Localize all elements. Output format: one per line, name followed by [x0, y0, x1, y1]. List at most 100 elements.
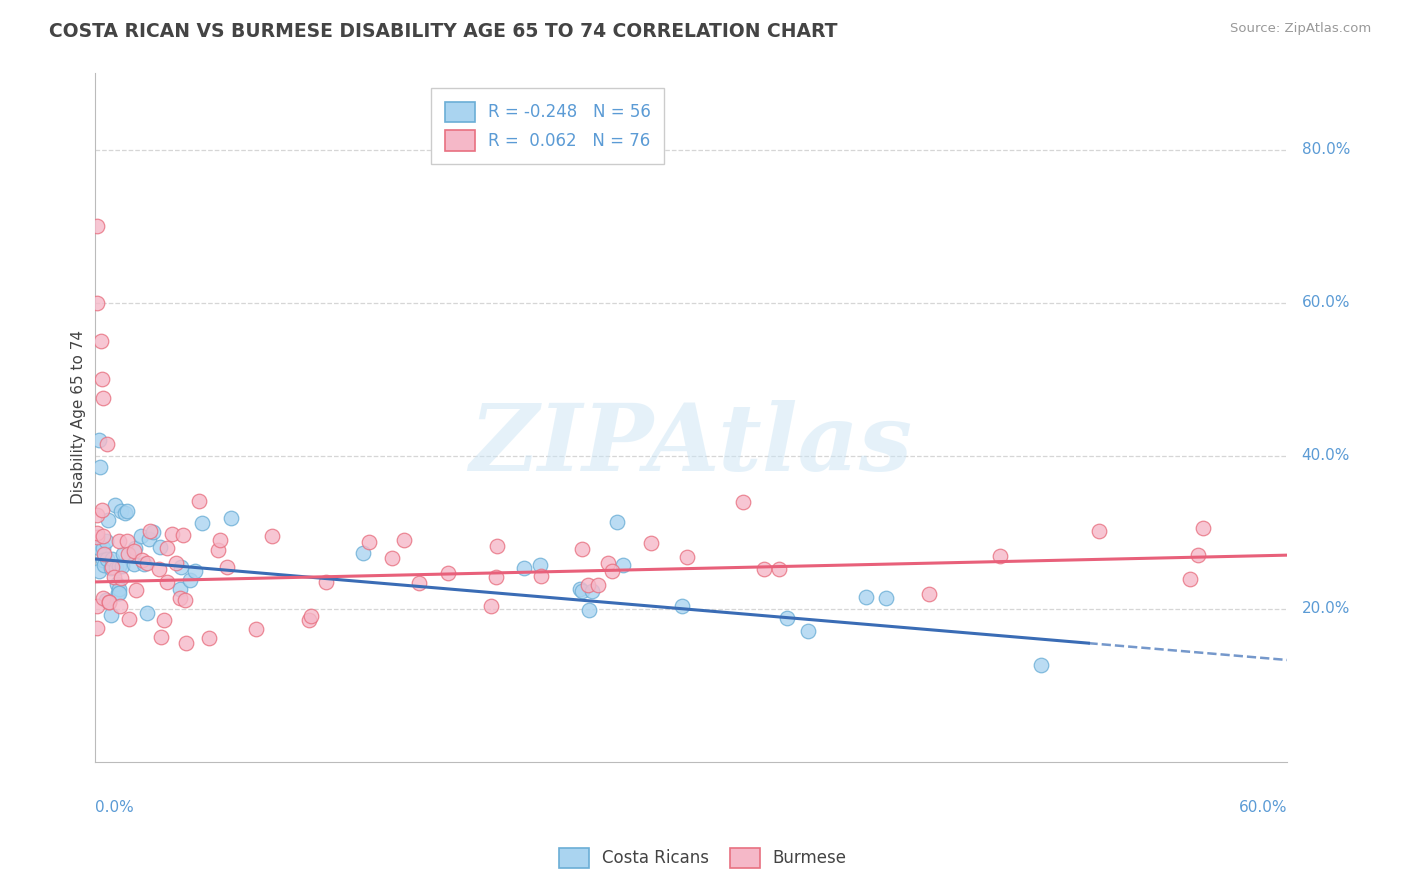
- Point: [775, 610, 797, 624]
- Point: [86, 621, 108, 635]
- Point: [90, 503, 112, 517]
- Point: [1088, 524, 1111, 539]
- Point: [87, 434, 110, 448]
- Text: ZIPAtlas: ZIPAtlas: [470, 400, 912, 490]
- Point: [111, 558, 134, 573]
- Point: [612, 558, 634, 573]
- Point: [91, 541, 114, 555]
- Point: [381, 551, 404, 566]
- Point: [150, 630, 173, 644]
- Point: [100, 607, 122, 622]
- Point: [568, 582, 591, 596]
- Text: 60.0%: 60.0%: [1239, 799, 1288, 814]
- Point: [110, 504, 132, 518]
- Point: [581, 584, 603, 599]
- Point: [1191, 521, 1213, 535]
- Point: [169, 591, 191, 606]
- Point: [1029, 657, 1052, 672]
- Point: [671, 599, 693, 614]
- Point: [139, 524, 162, 539]
- Point: [131, 553, 153, 567]
- Point: [87, 565, 110, 579]
- Point: [135, 556, 157, 570]
- Point: [479, 599, 502, 613]
- Point: [90, 334, 112, 348]
- Point: [169, 560, 191, 574]
- Point: [217, 559, 239, 574]
- Point: [209, 533, 232, 547]
- Point: [91, 553, 114, 567]
- Point: [108, 533, 131, 548]
- Point: [94, 592, 117, 607]
- Point: [191, 516, 214, 530]
- Point: [117, 547, 139, 561]
- Point: [86, 219, 108, 233]
- Point: [1187, 548, 1209, 562]
- Point: [172, 528, 194, 542]
- Point: [96, 552, 118, 566]
- Point: [104, 498, 127, 512]
- Point: [855, 590, 877, 604]
- Point: [149, 540, 172, 554]
- Point: [86, 295, 108, 310]
- Point: [125, 582, 148, 597]
- Point: [86, 508, 108, 523]
- Point: [752, 562, 775, 576]
- Point: [437, 566, 460, 581]
- Point: [100, 552, 122, 566]
- Point: [110, 571, 132, 585]
- Point: [394, 533, 416, 548]
- Point: [101, 560, 124, 574]
- Point: [122, 543, 145, 558]
- Point: [105, 577, 128, 591]
- Point: [124, 541, 146, 555]
- Point: [105, 561, 128, 575]
- Point: [94, 533, 117, 548]
- Point: [107, 586, 129, 600]
- Point: [529, 558, 551, 573]
- Point: [207, 543, 229, 558]
- Point: [188, 494, 211, 508]
- Point: [108, 586, 131, 600]
- Point: [513, 561, 536, 575]
- Point: [169, 582, 191, 597]
- Y-axis label: Disability Age 65 to 74: Disability Age 65 to 74: [72, 330, 86, 504]
- Point: [93, 547, 115, 561]
- Point: [115, 533, 138, 548]
- Point: [174, 636, 197, 650]
- Point: [98, 595, 121, 609]
- Point: [156, 574, 179, 589]
- Point: [571, 541, 593, 556]
- Legend: Costa Ricans, Burmese: Costa Ricans, Burmese: [553, 841, 853, 875]
- Point: [87, 540, 110, 554]
- Point: [97, 512, 120, 526]
- Point: [918, 587, 941, 601]
- Text: 0.0%: 0.0%: [94, 799, 134, 814]
- Point: [156, 541, 179, 555]
- Point: [122, 558, 145, 572]
- Point: [118, 612, 141, 626]
- Point: [408, 576, 430, 591]
- Point: [173, 593, 195, 607]
- Point: [91, 529, 114, 543]
- Point: [103, 570, 125, 584]
- Point: [875, 591, 897, 605]
- Point: [576, 577, 599, 591]
- Point: [184, 564, 207, 578]
- Point: [179, 573, 201, 587]
- Point: [352, 546, 374, 560]
- Point: [571, 584, 593, 599]
- Point: [111, 547, 134, 561]
- Point: [96, 437, 118, 451]
- Point: [600, 564, 623, 578]
- Text: 20.0%: 20.0%: [1302, 601, 1350, 616]
- Legend: R = -0.248   N = 56, R =  0.062   N = 76: R = -0.248 N = 56, R = 0.062 N = 76: [432, 88, 664, 164]
- Point: [486, 539, 509, 553]
- Point: [797, 624, 820, 638]
- Point: [768, 562, 790, 576]
- Point: [640, 536, 662, 550]
- Point: [107, 582, 129, 596]
- Point: [142, 524, 165, 539]
- Point: [596, 556, 619, 570]
- Point: [299, 609, 322, 624]
